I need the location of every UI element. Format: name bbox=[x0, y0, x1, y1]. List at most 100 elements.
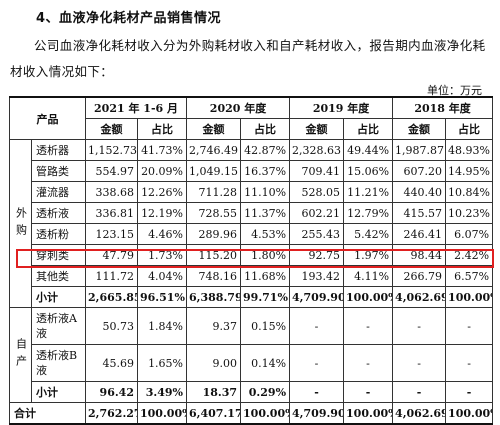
amount-cell: 1,049.15 bbox=[186, 160, 242, 182]
amount-cell: 266.79 bbox=[392, 265, 447, 287]
header-amount: 金额 bbox=[85, 118, 138, 140]
amount-cell: 98.44 bbox=[392, 244, 447, 266]
ratio-cell: 4.46% bbox=[136, 223, 188, 245]
ratio-cell: - bbox=[445, 307, 494, 345]
table-row: 透析液 336.81 12.19% 728.55 11.37% 602.21 12.79% 4… bbox=[10, 202, 494, 224]
amount-cell: 2,328.63 bbox=[289, 139, 345, 161]
ratio-cell: - bbox=[343, 381, 394, 403]
ratio-cell: 1.97% bbox=[343, 244, 394, 266]
amount-cell: 4,709.90 bbox=[289, 286, 345, 308]
ratio-cell: - bbox=[445, 344, 494, 382]
ratio-cell: 12.26% bbox=[136, 181, 188, 203]
ratio-cell: 100.00% bbox=[445, 286, 494, 308]
ratio-cell: 11.37% bbox=[240, 202, 291, 224]
table-row: 自产 透析液A 液 50.73 1.84% 9.37 0.15% - - - - bbox=[9, 307, 494, 403]
ratio-cell: 99.71% bbox=[240, 286, 291, 308]
amount-cell: 18.37 bbox=[186, 381, 242, 403]
unit-label: 单位：万元 bbox=[427, 84, 482, 97]
ratio-cell: 1.80% bbox=[240, 244, 291, 266]
ratio-cell: 4.11% bbox=[343, 265, 394, 287]
ratio-cell: 11.68% bbox=[240, 265, 291, 287]
amount-cell: 111.72 bbox=[85, 265, 138, 287]
ratio-cell: 6.57% bbox=[445, 265, 494, 287]
ratio-cell: 0.14% bbox=[240, 344, 291, 382]
amount-cell: 4,062.69 bbox=[392, 402, 447, 425]
amount-cell: 50.73 bbox=[85, 307, 138, 345]
amount-cell: 748.16 bbox=[186, 265, 242, 287]
ratio-cell: 20.09% bbox=[136, 160, 188, 182]
product-name: 透析粉 bbox=[31, 223, 86, 245]
table-row: 外购 透析器 1,152.73 41.73% 2,746.49 42.87% 2,328.6… bbox=[9, 139, 494, 308]
ratio-cell: 1.73% bbox=[136, 244, 188, 266]
section-heading: 4、血液净化耗材产品销售情况 bbox=[36, 11, 222, 26]
ratio-cell: 4.53% bbox=[240, 223, 291, 245]
ratio-cell: 10.23% bbox=[445, 202, 494, 224]
amount-cell: 2,762.27 bbox=[85, 402, 138, 425]
subtotal-row-self: 小计 96.42 3.49% 18.37 0.29% - - - - bbox=[10, 381, 494, 403]
table-row: 透析液B 液 45.69 1.65% 9.00 0.14% - - - - bbox=[10, 344, 494, 382]
amount-cell: 2,746.49 bbox=[186, 139, 242, 161]
product-name: 灌流器 bbox=[31, 181, 86, 203]
ratio-cell: 0.15% bbox=[240, 307, 291, 345]
ratio-cell: 10.84% bbox=[445, 181, 494, 203]
product-name: 管路类 bbox=[31, 160, 86, 182]
ratio-cell: 100.00% bbox=[445, 402, 494, 425]
ratio-cell: 12.19% bbox=[136, 202, 188, 224]
header-ratio: 占比 bbox=[240, 118, 291, 140]
ratio-cell: - bbox=[343, 307, 394, 345]
amount-cell: 711.28 bbox=[186, 181, 242, 203]
ratio-cell: 1.84% bbox=[136, 307, 188, 345]
ratio-cell: 49.44% bbox=[343, 139, 394, 161]
ratio-cell: 11.21% bbox=[343, 181, 394, 203]
ratio-cell: 41.73% bbox=[136, 139, 188, 161]
amount-cell: 1,987.87 bbox=[392, 139, 447, 161]
table-row: 穿刺类 47.79 1.73% 115.20 1.80% 92.75 1.97% 98.44 2… bbox=[10, 244, 494, 266]
amount-cell: 96.42 bbox=[85, 381, 138, 403]
group-label-self: 自产 bbox=[9, 307, 32, 403]
amount-cell: - bbox=[289, 381, 345, 403]
ratio-cell: 100.00% bbox=[240, 402, 291, 425]
ratio-cell: - bbox=[445, 381, 494, 403]
amount-cell: 2,665.85 bbox=[85, 286, 138, 308]
product-name: 透析液 bbox=[31, 202, 86, 224]
amount-cell: 528.05 bbox=[289, 181, 345, 203]
ratio-cell: 5.42% bbox=[343, 223, 394, 245]
header-ratio: 占比 bbox=[445, 118, 494, 140]
amount-cell: - bbox=[289, 307, 345, 345]
ratio-cell: 16.37% bbox=[240, 160, 291, 182]
amount-cell: 6,388.79 bbox=[186, 286, 242, 308]
ratio-cell: 15.06% bbox=[343, 160, 394, 182]
sales-table: 产品 2021 年 1-6 月 2020 年度 2019 年度 2018 年度 … bbox=[9, 96, 494, 425]
ratio-cell: 4.04% bbox=[136, 265, 188, 287]
ratio-cell: 100.00% bbox=[343, 402, 394, 425]
amount-cell: 728.55 bbox=[186, 202, 242, 224]
amount-cell: 9.37 bbox=[186, 307, 242, 345]
amount-cell: 6,407.17 bbox=[186, 402, 242, 425]
ratio-cell: 12.79% bbox=[343, 202, 394, 224]
amount-cell: 255.43 bbox=[289, 223, 345, 245]
amount-cell: 554.97 bbox=[85, 160, 138, 182]
ratio-cell: 6.07% bbox=[445, 223, 494, 245]
product-name: 小计 bbox=[31, 286, 86, 308]
ratio-cell: 96.51% bbox=[136, 286, 188, 308]
ratio-cell: - bbox=[343, 344, 394, 382]
intro-paragraph: 公司血液净化耗材收入分为外购耗材收入和自产耗材收入，报告期内血液净化耗材收入情况… bbox=[10, 38, 486, 79]
subtotal-row-purchased: 小计 2,665.85 96.51% 6,388.79 99.71% 4,709.90 10… bbox=[10, 286, 494, 308]
header-product: 产品 bbox=[9, 96, 86, 140]
product-name: 透析器 bbox=[31, 139, 86, 161]
product-name: 合计 bbox=[9, 402, 86, 425]
amount-cell: 115.20 bbox=[186, 244, 242, 266]
ratio-cell: 1.65% bbox=[136, 344, 188, 382]
ratio-cell: 14.95% bbox=[445, 160, 494, 182]
header-amount: 金额 bbox=[186, 118, 242, 140]
amount-cell: 193.42 bbox=[289, 265, 345, 287]
total-row: 合计2,762.27100.00%6,407.17100.00%4,709.90… bbox=[9, 402, 494, 425]
table-row: 透析粉 123.15 4.46% 289.96 4.53% 255.43 5.42% 246.… bbox=[10, 223, 494, 245]
amount-cell: - bbox=[392, 307, 447, 345]
amount-cell: 1,152.73 bbox=[85, 139, 138, 161]
header-amount: 金额 bbox=[392, 118, 447, 140]
amount-cell: 289.96 bbox=[186, 223, 242, 245]
product-name: 透析液B 液 bbox=[31, 344, 86, 382]
amount-cell: 4,062.69 bbox=[392, 286, 447, 308]
header-ratio: 占比 bbox=[136, 118, 188, 140]
